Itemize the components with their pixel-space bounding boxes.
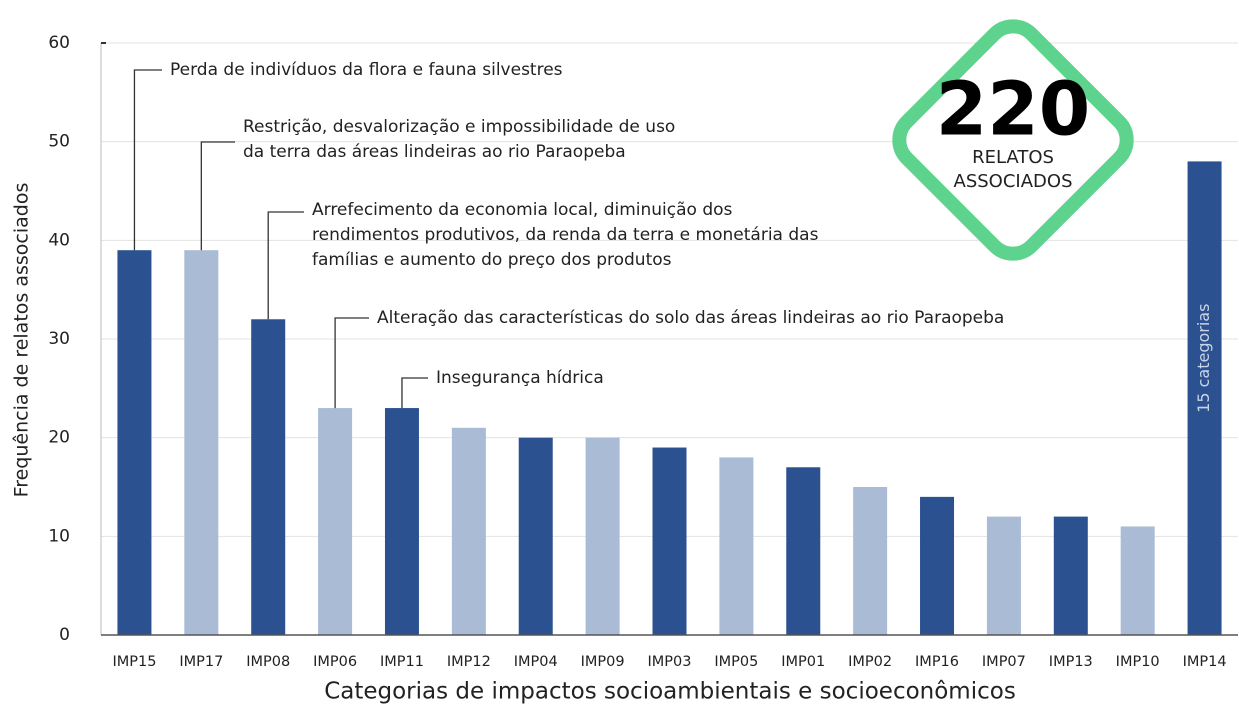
- bar: [719, 457, 754, 635]
- annotation-text: Arrefecimento da economia local, diminui…: [312, 200, 733, 220]
- bar: [117, 250, 152, 635]
- badge-frame: [892, 19, 1134, 261]
- x-axis-label: Categorias de impactos socioambientais e…: [324, 679, 1016, 705]
- x-tick-label: IMP11: [380, 654, 424, 670]
- badge-text: RELATOS: [972, 147, 1054, 168]
- x-tick-label: IMP03: [648, 654, 692, 670]
- y-tick-label: 30: [48, 329, 70, 349]
- annotation-text: Insegurança hídrica: [436, 368, 604, 388]
- x-tick-label: IMP05: [714, 654, 758, 670]
- bar: [318, 408, 353, 635]
- y-tick-label: 60: [48, 33, 70, 53]
- x-tick-label: IMP15: [112, 654, 156, 670]
- x-tick-label: IMP04: [514, 654, 558, 670]
- bar: [451, 427, 486, 635]
- badge-text: ASSOCIADOS: [954, 171, 1073, 192]
- annotation-leader: [200, 141, 235, 251]
- y-tick-label: 20: [48, 428, 70, 448]
- x-tick-label: IMP01: [781, 654, 825, 670]
- annotation-leader: [267, 211, 304, 320]
- annotation-text: da terra das áreas lindeiras ao rio Para…: [243, 142, 626, 162]
- annotation-leader: [133, 69, 162, 251]
- bar: [184, 250, 219, 635]
- bar: [1053, 516, 1088, 635]
- annotation-text: Perda de indivíduos da flora e fauna sil…: [170, 60, 563, 80]
- x-tick-label: IMP06: [313, 654, 357, 670]
- annotation-text: Restrição, desvalorização e impossibilid…: [243, 117, 675, 137]
- x-tick-label: IMP07: [982, 654, 1026, 670]
- bar: [585, 437, 620, 635]
- y-tick-label: 10: [48, 526, 70, 546]
- y-tick-label: 50: [48, 132, 70, 152]
- bar: [853, 487, 888, 635]
- bar: [1187, 161, 1222, 635]
- y-tick-label: 0: [59, 625, 70, 645]
- x-tick-label: IMP13: [1049, 654, 1093, 670]
- bar: [518, 437, 553, 635]
- badge-number: 220: [936, 67, 1090, 153]
- bar: [652, 447, 687, 635]
- bar-label: 15 categorias: [1194, 304, 1213, 413]
- x-tick-label: IMP17: [179, 654, 223, 670]
- x-tick-label: IMP16: [915, 654, 959, 670]
- bar: [251, 319, 286, 635]
- x-tick-label: IMP08: [246, 654, 290, 670]
- bar: [384, 408, 419, 635]
- bar: [786, 467, 821, 635]
- bar: [986, 516, 1021, 635]
- annotation-text: rendimentos produtivos, da renda da terr…: [312, 225, 819, 245]
- x-tick-label: IMP14: [1183, 654, 1227, 670]
- x-tick-label: IMP09: [581, 654, 625, 670]
- bar: [920, 496, 955, 635]
- annotation-text: Alteração das características do solo da…: [377, 308, 1004, 328]
- annotation-leader: [334, 317, 369, 409]
- x-tick-label: IMP12: [447, 654, 491, 670]
- annotation-text: famílias e aumento do preço dos produtos: [312, 250, 672, 270]
- y-tick-label: 40: [48, 230, 70, 250]
- annotation-leader: [401, 377, 428, 409]
- x-tick-label: IMP02: [848, 654, 892, 670]
- x-tick-label: IMP10: [1116, 654, 1160, 670]
- bar: [1120, 526, 1155, 635]
- y-axis-label: Frequência de relatos associados: [11, 183, 33, 498]
